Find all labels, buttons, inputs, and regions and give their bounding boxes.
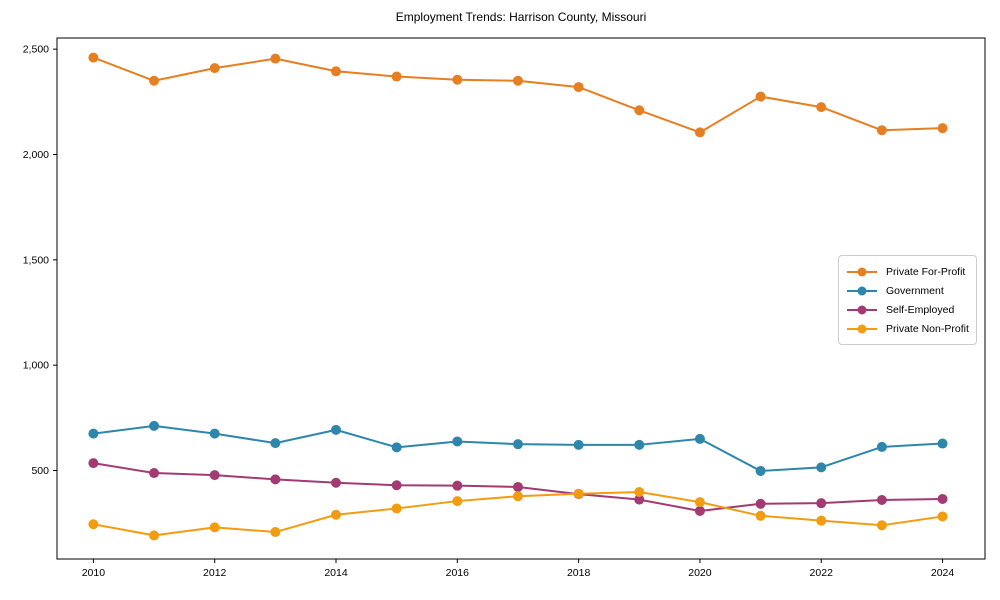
data-point-government [573, 439, 584, 450]
data-point-self-employed [88, 458, 99, 469]
data-point-government [937, 438, 948, 449]
y-tick-label: 2,500 [23, 44, 49, 56]
data-point-self-employed [876, 495, 887, 506]
x-tick-label: 2012 [203, 567, 227, 579]
data-point-government [209, 428, 220, 439]
data-point-private-for-profit [694, 127, 705, 138]
x-tick-label: 2010 [82, 567, 106, 579]
data-point-private-for-profit [149, 75, 160, 86]
data-point-government [816, 462, 827, 473]
data-point-self-employed [634, 494, 645, 505]
data-point-private-non-profit [331, 509, 342, 520]
legend-item-self-employed: Self-Employed [846, 300, 968, 319]
data-point-self-employed [331, 477, 342, 488]
data-point-private-for-profit [391, 71, 402, 82]
data-point-private-for-profit [937, 123, 948, 134]
data-point-private-for-profit [816, 102, 827, 113]
legend-label: Government [886, 284, 944, 297]
data-point-private-for-profit [452, 74, 463, 85]
data-point-private-for-profit [88, 52, 99, 63]
legend-line-marker-icon [847, 324, 877, 333]
legend-label: Self-Employed [886, 303, 955, 316]
data-point-government [634, 439, 645, 450]
y-tick-label: 1,500 [23, 254, 49, 266]
series-line-private-for-profit [92, 56, 944, 134]
data-point-self-employed [391, 480, 402, 491]
data-point-self-employed [270, 474, 281, 485]
data-point-government [149, 420, 160, 431]
data-point-private-non-profit [694, 497, 705, 508]
data-point-government [270, 438, 281, 449]
x-tick-label: 2016 [446, 567, 470, 579]
data-point-self-employed [755, 498, 766, 509]
data-point-self-employed [512, 481, 523, 492]
data-point-private-for-profit [876, 125, 887, 136]
data-point-government [876, 441, 887, 452]
legend-line-marker-icon [847, 267, 877, 276]
data-point-private-non-profit [937, 511, 948, 522]
data-point-self-employed [694, 505, 705, 516]
data-point-government [452, 436, 463, 447]
x-tick-label: 2014 [324, 567, 348, 579]
data-point-private-non-profit [512, 491, 523, 502]
data-point-private-non-profit [209, 522, 220, 533]
data-point-self-employed [149, 468, 160, 479]
data-point-private-non-profit [391, 503, 402, 514]
x-tick-label: 2020 [688, 567, 712, 579]
data-point-government [391, 442, 402, 453]
series-private-non-profit [88, 487, 948, 541]
x-tick-label: 2018 [567, 567, 591, 579]
data-point-private-non-profit [149, 530, 160, 541]
x-tick-label: 2024 [931, 567, 955, 579]
data-point-private-non-profit [452, 496, 463, 507]
legend-label: Private For-Profit [886, 265, 966, 278]
data-point-private-non-profit [816, 515, 827, 526]
y-axis: 500 1,000 1,500 2,000 2,500 [23, 44, 57, 477]
data-point-private-for-profit [331, 66, 342, 77]
data-point-self-employed [937, 493, 948, 504]
y-tick-label: 500 [31, 465, 49, 477]
y-tick-label: 1,000 [23, 360, 49, 372]
y-tick-label: 2,000 [23, 149, 49, 161]
data-point-private-non-profit [755, 510, 766, 521]
data-point-government [88, 428, 99, 439]
data-point-private-for-profit [512, 75, 523, 86]
legend-item-private-for-profit: Private For-Profit [846, 262, 968, 281]
data-point-government [512, 439, 523, 450]
data-point-private-non-profit [876, 520, 887, 531]
legend-line-marker-icon [847, 305, 877, 314]
x-axis: 2010 2012 2014 2016 2018 2020 2022 2024 [82, 559, 955, 579]
series-government [88, 420, 948, 476]
data-point-private-for-profit [573, 82, 584, 93]
data-point-private-for-profit [755, 91, 766, 102]
data-point-private-non-profit [88, 519, 99, 530]
data-point-government [331, 424, 342, 435]
series-private-for-profit [88, 52, 948, 138]
data-point-private-for-profit [209, 63, 220, 74]
chart-title: Employment Trends: Harrison County, Miss… [395, 10, 647, 24]
data-point-private-non-profit [270, 527, 281, 538]
data-point-government [755, 465, 766, 476]
legend: Private For-Profit Government Self-Employe… [838, 255, 977, 345]
data-point-government [694, 433, 705, 444]
plot-frame [56, 37, 986, 560]
legend-item-government: Government [846, 281, 968, 300]
data-point-self-employed [452, 480, 463, 491]
data-point-self-employed [816, 498, 827, 509]
data-point-private-non-profit [634, 487, 645, 498]
data-point-private-non-profit [573, 488, 584, 499]
legend-item-private-non-profit: Private Non-Profit [846, 319, 969, 338]
legend-label: Private Non-Profit [886, 322, 969, 335]
x-tick-label: 2022 [810, 567, 834, 579]
legend-line-marker-icon [847, 286, 877, 295]
data-point-self-employed [209, 470, 220, 481]
data-point-private-for-profit [270, 53, 281, 64]
data-point-private-for-profit [634, 105, 645, 116]
